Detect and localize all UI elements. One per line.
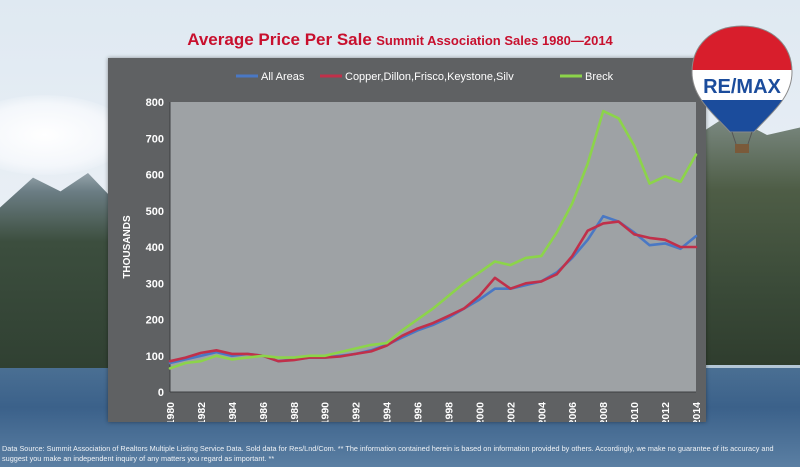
- x-tick-label: 1996: [413, 402, 425, 422]
- x-tick-label: 2010: [629, 402, 641, 422]
- x-tick-label: 2008: [598, 402, 610, 422]
- x-tick-label: 1988: [289, 402, 301, 422]
- y-tick-label: 600: [146, 170, 164, 182]
- x-tick-label: 1982: [196, 402, 208, 422]
- legend-label: Breck: [585, 71, 614, 83]
- x-tick-label: 1980: [165, 402, 177, 422]
- plot-area: [170, 102, 696, 392]
- x-tick-label: 2000: [474, 402, 486, 422]
- y-tick-label: 400: [146, 242, 164, 254]
- title-sub: Summit Association Sales 1980—2014: [376, 33, 613, 48]
- y-tick-label: 0: [158, 387, 164, 399]
- x-tick-label: 1994: [382, 402, 394, 422]
- mountain-backdrop-left: [0, 173, 110, 380]
- title-main: Average Price Per Sale: [187, 30, 372, 49]
- chart-title: Average Price Per Sale Summit Associatio…: [110, 30, 690, 50]
- y-axis-label: THOUSANDS: [122, 215, 133, 279]
- remax-balloon-logo: RE/MAX: [691, 25, 793, 153]
- x-tick-label: 1984: [227, 402, 239, 422]
- legend-label: Copper,Dillon,Frisco,Keystone,Silv: [345, 71, 514, 83]
- y-tick-label: 700: [146, 133, 164, 145]
- data-source-footnote: Data Source: Summit Association of Realt…: [2, 444, 774, 463]
- chart-svg: 0 100 200 300 400 500 600 700 800 1980 1982 1984 198…: [122, 71, 703, 425]
- x-tick-label: 2006: [567, 402, 579, 422]
- chart-panel: 0 100 200 300 400 500 600 700 800 1980 1982 1984 198…: [108, 58, 706, 425]
- x-tick-label: 1992: [351, 402, 363, 422]
- series-line: [168, 109, 698, 370]
- y-tick-label: 800: [146, 97, 164, 109]
- x-tick-label: 2002: [505, 402, 517, 422]
- x-tick-label: 2004: [536, 402, 548, 422]
- x-tick-label: 2012: [660, 402, 672, 422]
- x-tick-label: 1998: [443, 402, 455, 422]
- legend-label: All Areas: [261, 71, 305, 83]
- logo-text: RE/MAX: [703, 76, 781, 98]
- x-tick-label: 1990: [320, 402, 332, 422]
- y-tick-label: 100: [146, 351, 164, 363]
- y-tick-label: 500: [146, 206, 164, 218]
- x-tick-label: 1986: [258, 402, 270, 422]
- x-tick-label: 2014: [691, 402, 703, 422]
- y-tick-label: 200: [146, 315, 164, 327]
- y-tick-label: 300: [146, 278, 164, 290]
- mountain-backdrop-right: [690, 115, 800, 365]
